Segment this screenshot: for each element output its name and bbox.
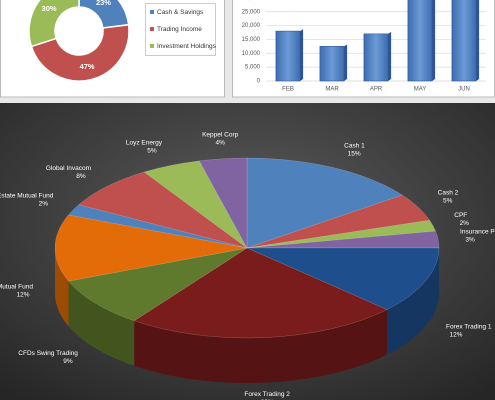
pie-side: [386, 248, 439, 355]
slice-label: 9%: [63, 358, 73, 365]
pie-side-shade: [386, 248, 439, 355]
bar-side: [388, 31, 392, 81]
legend-swatch: [150, 10, 154, 14]
bar: [319, 46, 345, 82]
donut-slice: [28, 0, 80, 48]
legend-label: Cash & Savings: [157, 9, 204, 16]
pie-slice: [246, 157, 403, 249]
slice-name: Forex Mutual Fund: [0, 284, 33, 291]
pie-slice: [246, 247, 440, 310]
slice-label: 4%: [215, 140, 225, 147]
slice-name: Global Invacom: [46, 165, 91, 172]
bar: [275, 30, 301, 82]
slice-name: Loyz Energy: [126, 140, 163, 147]
slice-label: 15%: [348, 150, 361, 157]
pie-side: [134, 309, 387, 384]
pie-slice: [246, 219, 436, 249]
x-tick-label: MAY: [414, 87, 427, 93]
pie-slice: [133, 247, 388, 339]
legend-label: Investment Holdings: [157, 43, 217, 50]
x-tick-label: APR: [370, 87, 383, 93]
slice-label: 5%: [443, 198, 453, 205]
slice-label: 23%: [96, 0, 111, 7]
y-tick-label: 10,000: [242, 51, 261, 57]
y-tick-label: 5,000: [245, 65, 261, 71]
y-tick-label: 15,000: [242, 37, 261, 43]
slice-name: CFDs Swing Trading: [18, 350, 78, 357]
y-tick-label: 0: [257, 79, 261, 85]
pie-side-shade: [134, 309, 387, 384]
slice-name: Keppel Corp: [202, 132, 239, 139]
slice-label: 12%: [449, 331, 462, 338]
slice-label: 3%: [465, 237, 475, 244]
pie-slice: [143, 160, 248, 249]
pie-slice: [198, 157, 248, 249]
pie-slice: [78, 171, 248, 249]
legend-swatch: [150, 44, 154, 48]
pie-slice: [68, 204, 248, 249]
bar-side: [344, 44, 348, 81]
slice-name: Cash 2: [438, 190, 459, 197]
pie-side-shade: [55, 248, 69, 327]
slice-name: Real Estate Mutual Fund: [0, 193, 54, 200]
slice-name: CPF: [454, 212, 467, 219]
bar-side: [300, 29, 304, 81]
slice-label: 2%: [460, 220, 470, 227]
legend-box: [145, 3, 216, 56]
bar-side: [432, 0, 436, 81]
bar: [451, 0, 477, 82]
slice-name: Insurance Policies: [460, 229, 495, 236]
y-tick-label: 30,000: [242, 0, 261, 1]
x-tick-label: MAR: [325, 87, 339, 93]
slice-label: 47%: [80, 62, 95, 71]
slice-name: Cash 1: [344, 142, 365, 149]
bar: [407, 0, 433, 82]
legend-label: Trading Income: [157, 26, 202, 33]
x-tick-label: JUN: [458, 87, 470, 93]
slice-label: 2%: [39, 201, 49, 208]
x-tick-label: FEB: [282, 87, 294, 93]
y-tick-label: 20,000: [242, 23, 261, 29]
pie-side: [68, 281, 135, 366]
bar: [363, 33, 389, 82]
pie-slice: [68, 247, 248, 322]
slice-name: Forex Trading 1: [446, 323, 492, 330]
slice-label: 12%: [16, 292, 29, 299]
pie-slice: [246, 194, 431, 249]
slice-label: 5%: [147, 148, 157, 155]
slice-label: 30%: [42, 4, 57, 13]
pie-slice: [54, 214, 248, 282]
pie-side: [55, 248, 69, 327]
slice-label: 8%: [76, 173, 86, 180]
bar-side: [476, 0, 480, 81]
pie-side-shade: [68, 281, 135, 366]
slice-name: Forex Trading 2: [244, 391, 290, 398]
y-tick-label: 25,000: [242, 9, 261, 15]
legend-swatch: [150, 27, 154, 31]
pie-slice: [246, 230, 440, 249]
